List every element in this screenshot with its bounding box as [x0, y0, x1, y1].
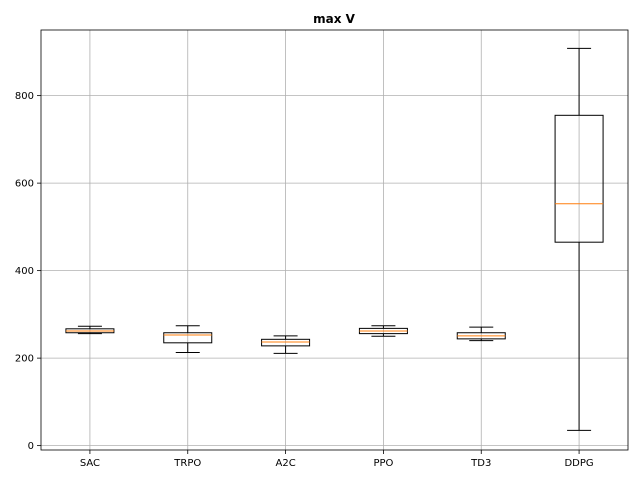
box-group-sac	[65, 325, 115, 335]
y-tick-label: 200	[15, 354, 34, 365]
x-tick-label: SAC	[80, 458, 100, 469]
box-group-ppo	[358, 325, 408, 337]
y-tick-label: 800	[15, 91, 34, 102]
tick-layer: 0 200 400 600 800 SAC TRPO A2C PPO TD3 DDPG	[15, 91, 594, 469]
chart-title: max V	[313, 12, 356, 26]
x-tick-label: PPO	[373, 458, 393, 469]
box-group-td3	[456, 326, 506, 342]
x-tick-label: A2C	[275, 458, 295, 469]
box-iqr	[163, 332, 213, 344]
box-group-ddpg	[554, 47, 604, 431]
x-tick-label: DDPG	[564, 458, 593, 469]
y-tick-label: 400	[15, 266, 34, 277]
box-group-a2c	[261, 335, 311, 354]
box-iqr	[554, 114, 604, 243]
axes-frame	[40, 29, 629, 451]
y-tick-label: 600	[15, 179, 34, 190]
x-tick-label: TD3	[470, 458, 491, 469]
x-tick-label: TRPO	[173, 458, 201, 469]
box-iqr	[261, 338, 311, 347]
grid-layer	[41, 30, 628, 450]
box-group-trpo	[163, 325, 213, 353]
y-tick-label: 0	[28, 441, 34, 452]
box-layer	[65, 47, 604, 431]
